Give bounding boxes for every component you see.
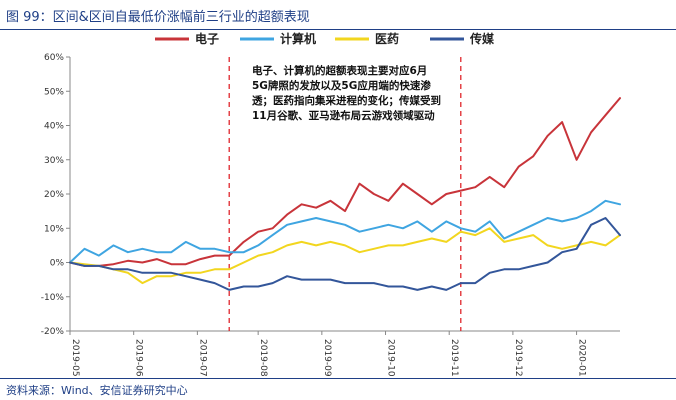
y-tick-label: 40% — [44, 122, 64, 132]
chart-annotation: 电子、计算机的超额表现主要对应6月5G牌照的发放以及5G应用端的快速渗透；医药指… — [252, 64, 442, 124]
y-tick-label: 50% — [44, 87, 64, 97]
series-line-1 — [69, 97, 621, 267]
source-rule — [0, 378, 676, 379]
figure-title: 图 99：区间&区间自最低价涨幅前三行业的超额表现 — [6, 10, 310, 25]
source-note: 资料来源：Wind、安信证券研究中心 — [6, 384, 188, 397]
line-chart: -20% -10% 0% 10% 20% 30% 40% 50% 60% 2019-05 2019-… — [41, 31, 621, 377]
x-tick-label: 2019-10 — [386, 339, 396, 377]
y-tick-label: 60% — [44, 53, 64, 63]
x-tick-label: 2019-06 — [134, 339, 144, 377]
series-line-3 — [69, 227, 621, 285]
legend-label-2: 计算机 — [280, 31, 316, 46]
x-tick-label: 2019-08 — [258, 339, 268, 377]
y-tick-label: -20% — [41, 327, 65, 337]
legend-label-3: 医药 — [375, 31, 399, 46]
x-tick-label: 2019-05 — [70, 339, 80, 377]
y-tick-label: -10% — [41, 293, 65, 303]
title-rule — [0, 29, 676, 30]
y-tick-label: 20% — [44, 190, 64, 200]
x-tick-label: 2019-12 — [513, 339, 523, 377]
y-tick-label: 30% — [44, 156, 64, 166]
legend-label-1: 电子 — [195, 31, 219, 46]
x-tick-label: 2019-09 — [322, 339, 332, 377]
y-tick-label: 10% — [44, 224, 64, 234]
series-line-2 — [69, 199, 621, 264]
legend-label-4: 传媒 — [469, 31, 495, 46]
series-line-4 — [69, 217, 621, 291]
y-tick-label: 0% — [50, 259, 65, 269]
x-tick-label: 2020-01 — [577, 339, 587, 377]
x-tick-label: 2019-07 — [197, 339, 207, 377]
x-tick-label: 2019-11 — [449, 339, 459, 377]
